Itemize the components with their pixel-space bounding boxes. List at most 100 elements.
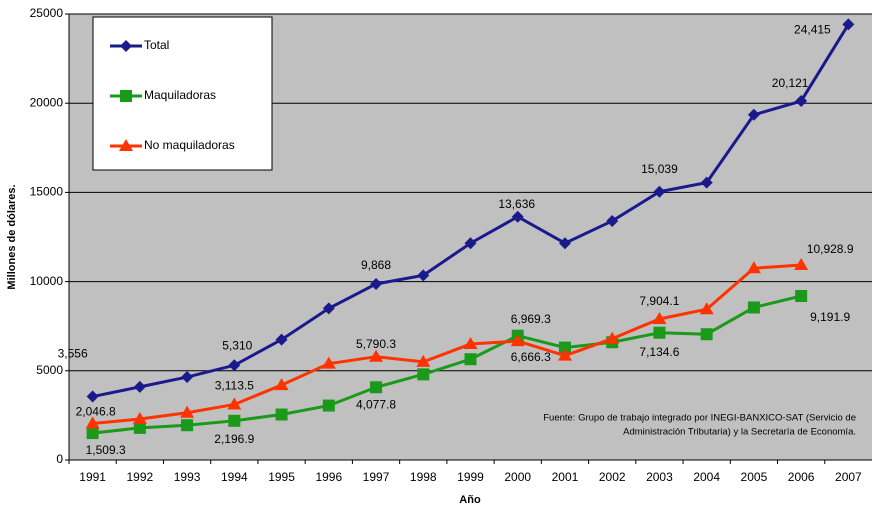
- y-tick-label: 10000: [30, 274, 64, 288]
- marker: [464, 353, 477, 366]
- marker: [700, 328, 713, 341]
- legend-label: Total: [144, 38, 169, 52]
- marker: [86, 390, 99, 403]
- data-label: 5,310: [222, 338, 252, 352]
- data-label: 5,790.3: [356, 337, 396, 351]
- series-line: [92, 294, 802, 435]
- marker: [370, 381, 383, 394]
- y-tick-label: 5000: [36, 363, 63, 377]
- marker: [228, 359, 241, 372]
- x-tick-label: 2006: [788, 470, 815, 484]
- marker: [120, 90, 132, 102]
- marker: [842, 18, 855, 31]
- marker: [557, 348, 572, 361]
- x-axis-label: Año: [459, 494, 481, 506]
- y-tick-label: 20000: [30, 95, 64, 109]
- x-tick-label: 2003: [646, 470, 673, 484]
- marker: [652, 311, 667, 324]
- marker: [132, 411, 147, 424]
- marker: [119, 139, 133, 151]
- marker: [558, 341, 571, 354]
- data-label: 3,113.5: [215, 379, 254, 393]
- marker: [321, 356, 336, 369]
- x-tick-label: 1995: [268, 470, 295, 484]
- marker: [227, 397, 242, 410]
- marker: [795, 95, 808, 108]
- marker: [180, 405, 195, 418]
- marker: [700, 176, 713, 189]
- source-note: Administración Tributaria) y la Secretar…: [623, 427, 856, 438]
- marker: [86, 427, 99, 440]
- data-label: 13,636: [498, 197, 535, 211]
- data-label: 3,556: [58, 347, 88, 361]
- marker: [510, 334, 525, 347]
- legend-label: No maquiladoras: [144, 138, 235, 152]
- marker: [120, 40, 132, 52]
- x-tick-label: 2002: [599, 470, 626, 484]
- y-tick-label: 25000: [30, 6, 64, 20]
- marker: [275, 408, 288, 421]
- marker: [322, 302, 335, 315]
- y-tick-label: 15000: [30, 185, 64, 199]
- x-tick-label: 1992: [127, 470, 154, 484]
- marker: [274, 378, 289, 391]
- marker: [85, 416, 100, 429]
- x-tick-label: 1994: [221, 470, 248, 484]
- data-label: 10,928.9: [807, 242, 854, 256]
- x-tick-label: 1993: [174, 470, 201, 484]
- marker: [464, 237, 477, 250]
- data-label: 9,191.9: [810, 310, 850, 324]
- data-label: 4,077.8: [356, 397, 396, 411]
- data-label: 20,121: [772, 76, 809, 90]
- x-tick-label: 1999: [457, 470, 484, 484]
- marker: [558, 237, 571, 250]
- marker: [699, 302, 714, 315]
- x-tick-label: 2005: [741, 470, 768, 484]
- marker: [606, 214, 619, 227]
- marker: [417, 269, 430, 282]
- data-label: 24,415: [794, 23, 831, 37]
- legend-label: Maquiladoras: [144, 88, 216, 102]
- series-line: [92, 263, 802, 425]
- x-tick-label: 1991: [79, 470, 106, 484]
- data-label: 7,134.6: [639, 345, 679, 359]
- marker: [653, 326, 666, 339]
- marker: [417, 368, 430, 381]
- marker: [511, 210, 524, 223]
- marker: [746, 261, 761, 274]
- x-tick-label: 1996: [315, 470, 342, 484]
- marker: [322, 399, 335, 412]
- legend: Total Maquiladoras No maquiladoras: [92, 16, 273, 171]
- source-note: Fuente: Grupo de trabajo integrado por I…: [543, 413, 856, 424]
- data-label: 15,039: [641, 162, 678, 176]
- data-label: 9,868: [361, 258, 391, 272]
- marker: [463, 337, 478, 350]
- x-tick-label: 2001: [552, 470, 579, 484]
- data-label: 2,046.8: [76, 405, 116, 419]
- data-label: 6,666.3: [511, 350, 551, 364]
- x-tick-label: 1998: [410, 470, 437, 484]
- marker: [133, 421, 146, 434]
- y-tick-label: 0: [56, 452, 63, 466]
- x-tick-label: 2004: [693, 470, 720, 484]
- x-tick-label: 2000: [504, 470, 531, 484]
- marker: [133, 380, 146, 393]
- marker: [747, 301, 760, 314]
- marker: [795, 290, 808, 303]
- marker: [794, 258, 809, 271]
- marker: [369, 349, 384, 362]
- y-axis-label: Millones de dólares.: [6, 184, 18, 289]
- marker: [605, 331, 620, 344]
- data-label: 1,509.3: [86, 443, 126, 457]
- data-label: 6,969.3: [511, 312, 551, 326]
- marker: [228, 414, 241, 427]
- marker: [181, 371, 194, 384]
- x-tick-label: 1997: [363, 470, 390, 484]
- marker: [416, 354, 431, 367]
- marker: [370, 277, 383, 290]
- marker: [275, 333, 288, 346]
- marker: [181, 419, 194, 432]
- marker: [653, 185, 666, 198]
- marker: [747, 108, 760, 121]
- x-tick-label: 2007: [835, 470, 862, 484]
